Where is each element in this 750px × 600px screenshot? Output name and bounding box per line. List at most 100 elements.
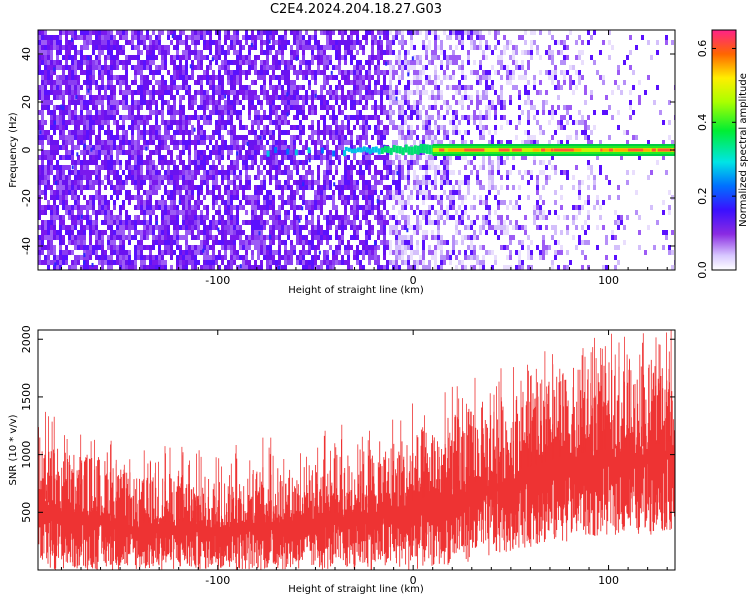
spectrogram-cell	[422, 125, 425, 130]
spectrogram-cell	[209, 170, 212, 175]
spectrogram-cell	[113, 35, 116, 40]
spectrogram-cell	[152, 125, 155, 130]
spectrogram-cell	[341, 140, 344, 145]
spectrogram-cell	[452, 50, 455, 55]
spectrogram-cell	[380, 95, 383, 100]
spectrogram-cell	[407, 130, 410, 135]
spectrogram-cell	[50, 70, 53, 75]
spectrogram-cell	[443, 130, 446, 135]
spectrogram-cell	[230, 140, 233, 145]
spectrogram-cell	[362, 215, 365, 220]
spectrogram-cell	[380, 220, 383, 225]
spectrogram-cell	[239, 55, 242, 60]
spectrogram-cell	[239, 60, 242, 65]
spectrogram-cell	[197, 260, 200, 265]
spectrogram-cell	[65, 250, 68, 255]
spectrogram-cell	[320, 145, 323, 150]
spectrogram-cell	[122, 95, 125, 100]
spectrogram-cell	[122, 90, 125, 95]
spectrogram-cell	[350, 135, 353, 140]
spectrogram-cell	[77, 60, 80, 65]
spectrogram-cell	[176, 210, 179, 215]
spectrogram-cell	[245, 235, 248, 240]
spectrogram-cell	[257, 70, 260, 75]
spectrogram-cell	[449, 190, 452, 195]
spectrogram-cell	[137, 135, 140, 140]
spectrogram-cell	[350, 265, 353, 270]
spectrogram-cell	[191, 50, 194, 55]
spectrogram-cell	[140, 70, 143, 75]
spectrogram-cell	[401, 40, 404, 45]
spectrogram-cell	[374, 155, 377, 160]
spectrogram-cell	[182, 220, 185, 225]
spectrogram-cell	[230, 60, 233, 65]
spectrogram-cell	[74, 80, 77, 85]
spectrogram-cell	[461, 140, 464, 145]
spectrogram-cell	[158, 235, 161, 240]
spectrogram-cell	[41, 45, 44, 50]
spectrogram-cell	[365, 135, 368, 140]
spectrogram-cell	[308, 45, 311, 50]
spectrogram-cell	[47, 250, 50, 255]
spectrogram-cell	[440, 175, 443, 180]
spectrogram-cell	[299, 35, 302, 40]
spectrogram-cell	[359, 170, 362, 175]
spectrogram-cell	[71, 180, 74, 185]
spectrogram-cell	[365, 30, 368, 35]
spectrogram-cell	[107, 40, 110, 45]
spectrogram-cell	[89, 35, 92, 40]
spectrogram-cell	[212, 95, 215, 100]
spectrogram-cell	[380, 40, 383, 45]
spectrogram-cell	[329, 55, 332, 60]
spectrogram-cell	[209, 75, 212, 80]
spectrogram-cell	[197, 205, 200, 210]
spectrogram-cell	[215, 30, 218, 35]
spectrogram-cell	[434, 80, 437, 85]
spectrogram-cell	[311, 140, 314, 145]
spectrogram-cell	[353, 180, 356, 185]
spectrogram-cell	[161, 230, 164, 235]
spectrogram-cell	[248, 265, 251, 270]
spectrogram-cell	[44, 230, 47, 235]
spectrogram-cell	[182, 210, 185, 215]
spectrogram-cell	[326, 165, 329, 170]
spectrogram-cell	[152, 255, 155, 260]
spectrogram-cell	[482, 155, 485, 160]
spectrogram-cell	[377, 30, 380, 35]
spectrogram-cell	[182, 200, 185, 205]
spectrogram-cell	[383, 70, 386, 75]
spectrogram-cell	[92, 205, 95, 210]
spectrogram-cell	[362, 35, 365, 40]
spectrogram-cell	[413, 105, 416, 110]
spectrogram-cell	[485, 115, 488, 120]
spectrogram-cell	[239, 145, 242, 150]
spectrogram-cell	[461, 200, 464, 205]
spectrogram-cell	[86, 70, 89, 75]
spectrogram-cell	[98, 255, 101, 260]
spectrogram-cell	[143, 215, 146, 220]
spectrogram-cell	[290, 95, 293, 100]
spectrogram-cell	[155, 185, 158, 190]
spectrogram-cell	[341, 95, 344, 100]
spectrogram-cell	[401, 210, 404, 215]
spectrogram-cell	[245, 140, 248, 145]
spectrogram-cell	[41, 80, 44, 85]
spectrogram-cell	[491, 185, 494, 190]
spectrogram-cell	[86, 170, 89, 175]
spectrogram-cell	[434, 260, 437, 265]
spectrogram-cell	[338, 125, 341, 130]
spectrogram-cell	[212, 160, 215, 165]
spectrogram-cell	[344, 105, 347, 110]
spectrogram-cell	[59, 215, 62, 220]
spectrogram-cell	[374, 85, 377, 90]
spectrogram-cell	[41, 260, 44, 265]
spectrogram-cell	[65, 80, 68, 85]
spectrogram-cell	[296, 110, 299, 115]
spectrogram-cell	[245, 160, 248, 165]
spectrogram-cell	[269, 250, 272, 255]
spectrogram-cell	[155, 70, 158, 75]
spectrogram-cell	[440, 195, 443, 200]
spectrogram-cell	[104, 260, 107, 265]
spectrogram-cell	[173, 110, 176, 115]
spectrogram-cell	[110, 55, 113, 60]
